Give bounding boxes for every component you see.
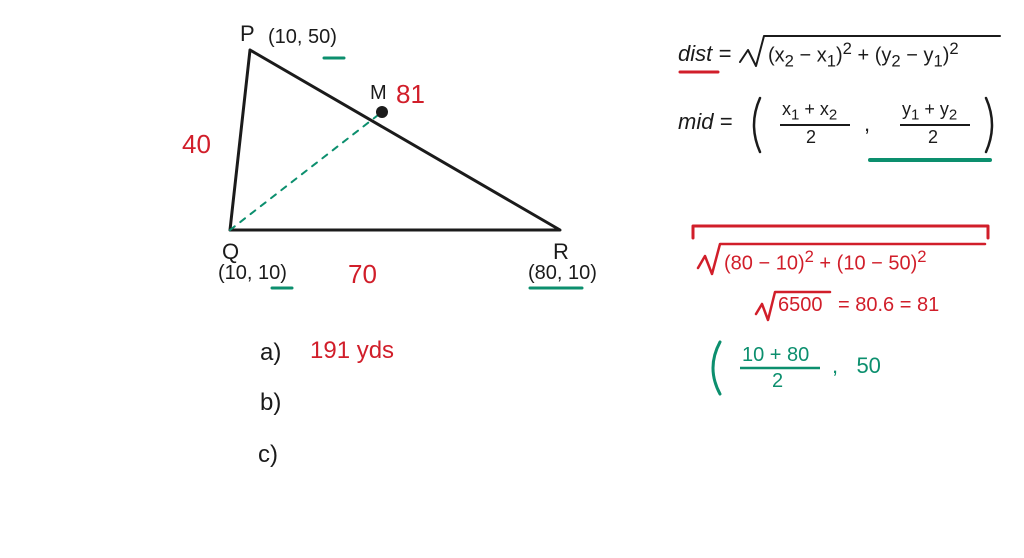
vertex-p-coord: (10, 50) xyxy=(268,26,337,48)
mid-formula-comma: , xyxy=(864,112,870,136)
work-line-3-num: 10 + 80 xyxy=(742,344,809,366)
midpoint-m-label: M xyxy=(370,82,387,104)
answer-b-label: b) xyxy=(260,390,281,416)
vertex-r-label: R xyxy=(553,240,569,264)
work-line-3-den: 2 xyxy=(772,370,783,392)
mid-formula-num-right: y1 + y2 xyxy=(902,100,957,124)
triangle-diagram xyxy=(0,0,1024,558)
side-pq-length: 40 xyxy=(182,130,211,159)
mid-formula-den-left: 2 xyxy=(806,128,816,148)
answer-a-label: a) xyxy=(260,340,281,366)
work-line-2a: 6500 xyxy=(778,294,823,316)
answer-a-value: 191 yds xyxy=(310,338,394,364)
mid-formula-num-left: x1 + x2 xyxy=(782,100,837,124)
mid-formula-den-right: 2 xyxy=(928,128,938,148)
vertex-p-label: P xyxy=(240,22,255,46)
work-line-2b: = 80.6 = 81 xyxy=(838,294,939,316)
vertex-r-coord: (80, 10) xyxy=(528,262,597,284)
work-line-3-rest: , 50 xyxy=(832,354,881,378)
dist-formula-expr: (x2 − x1)2 + (y2 − y1)2 xyxy=(768,40,959,71)
mid-formula-label: mid = xyxy=(678,110,732,134)
side-qr-length: 70 xyxy=(348,260,377,289)
work-line-1: (80 − 10)2 + (10 − 50)2 xyxy=(724,248,927,275)
dist-formula-label: dist = xyxy=(678,42,731,66)
vertex-q-coord: (10, 10) xyxy=(218,262,287,284)
midpoint-value: 81 xyxy=(396,80,425,109)
vertex-q-label: Q xyxy=(222,240,239,264)
answer-c-label: c) xyxy=(258,442,278,468)
whiteboard-stage: P (10, 50) Q (10, 10) R (80, 10) M 81 40… xyxy=(0,0,1024,558)
